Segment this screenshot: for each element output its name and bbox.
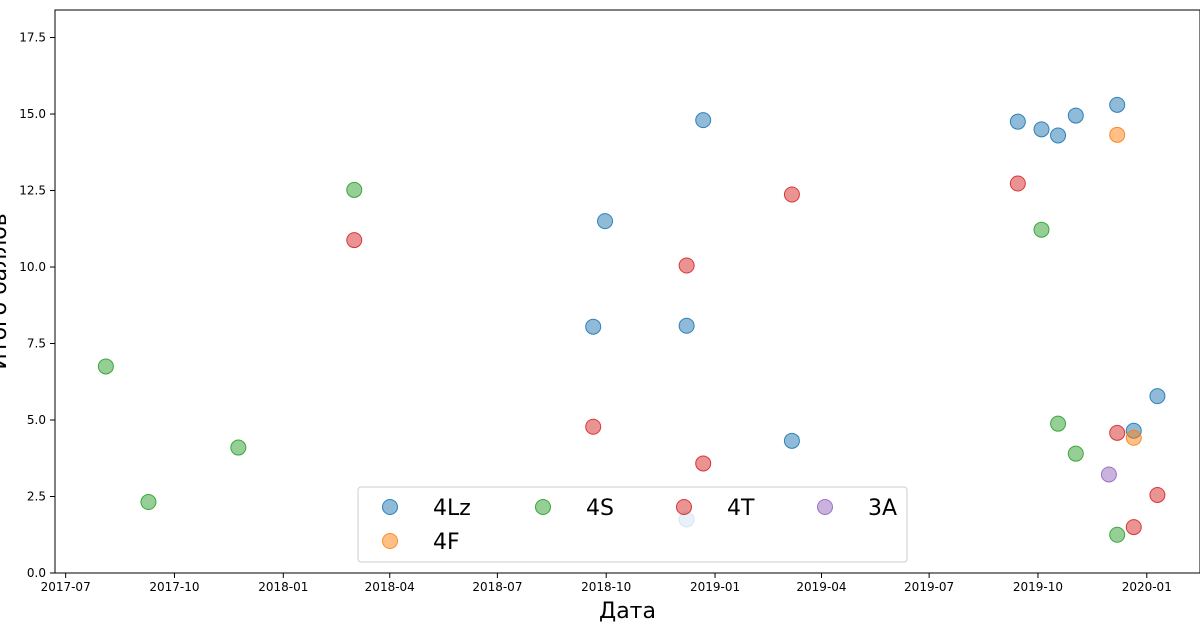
point-4s <box>346 181 363 198</box>
x-tick-label: 2017-07 <box>41 580 91 594</box>
legend-marker-4t <box>676 499 692 515</box>
point-4t <box>1009 175 1026 192</box>
x-tick-label: 2018-07 <box>472 580 522 594</box>
point-4s <box>1050 415 1067 432</box>
point-4t <box>1109 424 1126 441</box>
legend-marker-3a <box>817 499 833 515</box>
y-axis: 0.0 2.5 5.0 7.5 10.0 12.5 15.0 17.5 <box>19 31 55 580</box>
point-3a <box>1100 466 1117 483</box>
point-4lz <box>1050 127 1067 144</box>
point-4lz <box>1109 96 1126 113</box>
point-4lz <box>597 213 614 230</box>
legend-marker-4s <box>535 499 551 515</box>
plot-frame <box>54 9 1200 574</box>
y-tick-label: 10.0 <box>19 260 46 274</box>
point-4s <box>97 358 114 375</box>
legend-label-4lz: 4Lz <box>433 496 471 521</box>
y-tick-label: 7.5 <box>27 337 46 351</box>
point-4s <box>1067 445 1084 462</box>
legend-label-4f: 4F <box>433 530 460 555</box>
x-axis: 2017-07 2017-10 2018-01 2018-04 2018-07 2018-… <box>41 573 1172 594</box>
point-4lz <box>1067 107 1084 124</box>
legend-label-4s: 4S <box>586 496 614 521</box>
y-tick-label: 15.0 <box>19 107 46 121</box>
x-tick-label: 2018-01 <box>258 580 308 594</box>
x-tick-label: 2019-10 <box>1013 580 1063 594</box>
x-tick-label: 2020-01 <box>1122 580 1172 594</box>
y-tick-label: 12.5 <box>19 184 46 198</box>
point-4f <box>1125 429 1142 446</box>
legend-box <box>357 486 908 563</box>
point-4lz <box>1033 121 1050 138</box>
legend-marker-4f <box>382 533 398 549</box>
point-4lz <box>1149 388 1166 405</box>
y-tick-label: 2.5 <box>27 490 46 504</box>
x-tick-label: 2019-07 <box>904 580 954 594</box>
y-tick-label: 17.5 <box>19 31 46 45</box>
point-4t <box>678 257 695 274</box>
point-4lz <box>695 112 712 129</box>
legend: 4Lz 4S 4T 3A 4F <box>357 486 908 563</box>
points-layer <box>97 96 1166 543</box>
x-tick-label: 2018-10 <box>581 580 631 594</box>
point-4t <box>346 232 363 249</box>
point-4t <box>695 455 712 472</box>
point-4lz <box>1009 113 1026 130</box>
x-tick-label: 2017-10 <box>149 580 199 594</box>
point-4f <box>1109 126 1126 143</box>
x-axis-label: Дата <box>599 599 656 624</box>
x-tick-label: 2019-04 <box>796 580 846 594</box>
point-4lz <box>678 317 695 334</box>
y-axis-label: Итого баллов <box>0 213 12 369</box>
point-4s <box>1109 526 1126 543</box>
y-tick-label: 0.0 <box>27 566 46 580</box>
legend-label-3a: 3A <box>868 496 897 521</box>
point-4t <box>1125 519 1142 536</box>
point-4s <box>230 439 247 456</box>
legend-label-4t: 4T <box>727 496 755 521</box>
point-4s <box>140 494 157 511</box>
point-4s <box>1033 221 1050 238</box>
point-4lz <box>585 318 602 335</box>
legend-marker-4lz <box>382 499 398 515</box>
point-4t <box>1149 486 1166 503</box>
point-4t <box>585 418 602 435</box>
point-4t <box>783 186 800 203</box>
y-tick-label: 5.0 <box>27 413 46 427</box>
x-tick-label: 2019-01 <box>690 580 740 594</box>
x-tick-label: 2018-04 <box>365 580 415 594</box>
point-4lz <box>783 432 800 449</box>
